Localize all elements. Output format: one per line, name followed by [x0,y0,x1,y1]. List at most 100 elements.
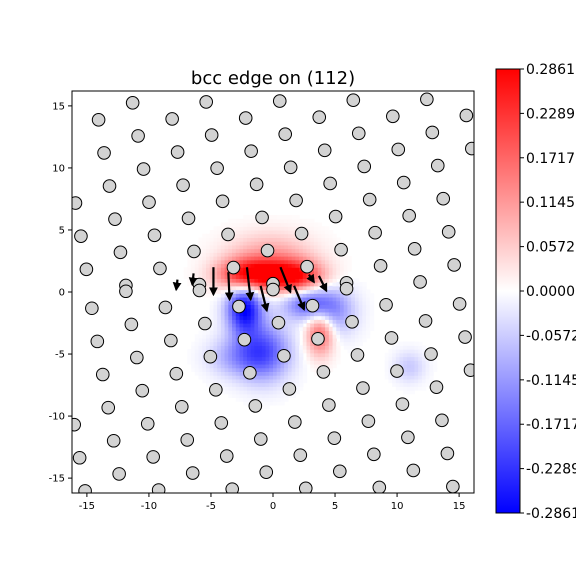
field-cell [306,296,311,302]
y-tick-label: 10 [52,163,65,174]
field-cell [433,363,438,369]
field-cell [258,349,263,354]
field-cell [220,323,226,328]
field-cell [284,229,289,235]
field-cell [392,375,397,380]
field-cell [246,345,252,350]
field-cell [213,252,218,257]
field-cell [265,263,270,268]
field-cell [232,337,237,343]
field-cell [328,244,334,250]
field-cell [362,315,367,320]
field-cell [403,341,408,346]
field-cell [421,345,427,350]
field-cell [332,308,337,313]
field-cell [325,256,330,261]
field-cell [343,337,349,343]
field-cell [310,241,315,246]
field-cell [354,278,360,283]
field-cell [228,218,233,224]
field-cell [273,360,278,365]
field-cell [313,237,319,242]
field-cell [276,363,282,369]
field-cell [310,233,315,239]
field-cell [258,367,263,373]
field-cell [261,401,267,406]
field-cell [209,345,215,350]
field-cell [276,229,282,235]
field-cell [213,308,218,313]
field-cell [287,237,293,242]
field-cell [313,326,319,332]
field-cell [295,267,300,272]
field-cell [258,278,263,283]
field-cell [366,323,371,328]
field-cell [295,237,300,242]
field-cell [313,263,319,268]
field-cell [280,233,285,239]
field-cell [284,300,289,306]
field-cell [388,356,393,361]
field-cell [328,356,334,361]
field-cell [235,341,241,346]
displacement-arrow [245,267,255,302]
field-cell [347,263,352,268]
field-cell [261,315,267,320]
field-cell [321,300,326,306]
field-cell [336,293,341,298]
field-cell [299,218,304,224]
field-cell [187,360,192,365]
field-cell [239,375,244,380]
field-cell [209,252,215,257]
field-cell [250,218,255,224]
atom-marker [221,227,235,242]
field-cell [418,386,423,391]
field-cell [299,222,304,227]
field-cell [354,337,360,343]
field-cell [209,259,215,265]
field-cell [291,349,296,354]
field-cell [261,334,267,339]
field-cell [403,378,408,384]
field-cell [336,296,341,302]
atom-marker [91,112,106,127]
field-cell [250,256,255,261]
field-cell [217,334,222,339]
field-cell [250,363,255,369]
field-cell [228,360,233,365]
field-cell [287,256,293,261]
field-cell [243,274,248,279]
field-cell [317,267,322,272]
field-cell [332,256,337,261]
field-cell [321,274,326,279]
field-cell [224,248,229,253]
field-cell [347,259,352,265]
field-cell [228,345,233,350]
field-cell [280,330,285,335]
field-cell [306,360,311,365]
field-cell [328,296,334,302]
field-cell [414,345,419,350]
field-cell [321,244,326,250]
field-cell [187,263,192,268]
field-cell [258,397,263,402]
field-cell [273,371,278,376]
field-cell [351,311,356,317]
field-cell [276,248,282,253]
field-cell [336,319,341,324]
field-cell [295,252,300,257]
field-cell [206,341,211,346]
field-cell [198,360,203,365]
field-cell [321,233,326,239]
field-cell [313,311,319,317]
field-cell [291,315,296,320]
field-cell [414,352,419,358]
field-cell [347,349,352,354]
field-cell [358,341,363,346]
field-cell [336,304,341,309]
field-cell [246,218,252,224]
atom-marker [214,416,229,430]
field-cell [235,248,241,253]
field-cell [388,363,393,369]
field-cell [407,390,412,395]
